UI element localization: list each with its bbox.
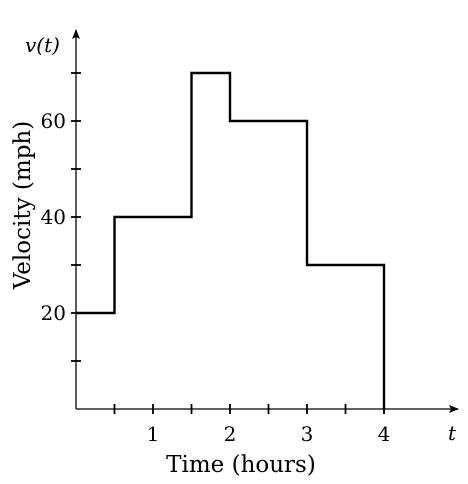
- x-axis-ticks: [113, 404, 385, 414]
- x-tick-label: 4: [378, 422, 391, 446]
- y-axis-ticks: [71, 72, 81, 362]
- x-axis-tick-labels: 1 2 3 4: [147, 422, 391, 446]
- x-variable-label: t: [448, 421, 457, 445]
- x-tick-label: 3: [301, 422, 314, 446]
- velocity-series: [76, 71, 386, 409]
- x-axis-title: Time (hours): [166, 452, 316, 478]
- velocity-step-line: [76, 71, 386, 409]
- y-variable-label: v(t): [25, 33, 60, 57]
- y-tick-label: 40: [41, 205, 66, 229]
- x-tick-label: 2: [224, 422, 237, 446]
- y-axis-title: Velocity (mph): [10, 121, 36, 290]
- y-tick-label: 20: [41, 301, 66, 325]
- y-axis-tick-labels: 20 40 60: [41, 109, 66, 325]
- y-tick-label: 60: [41, 109, 66, 133]
- x-tick-label: 1: [147, 422, 160, 446]
